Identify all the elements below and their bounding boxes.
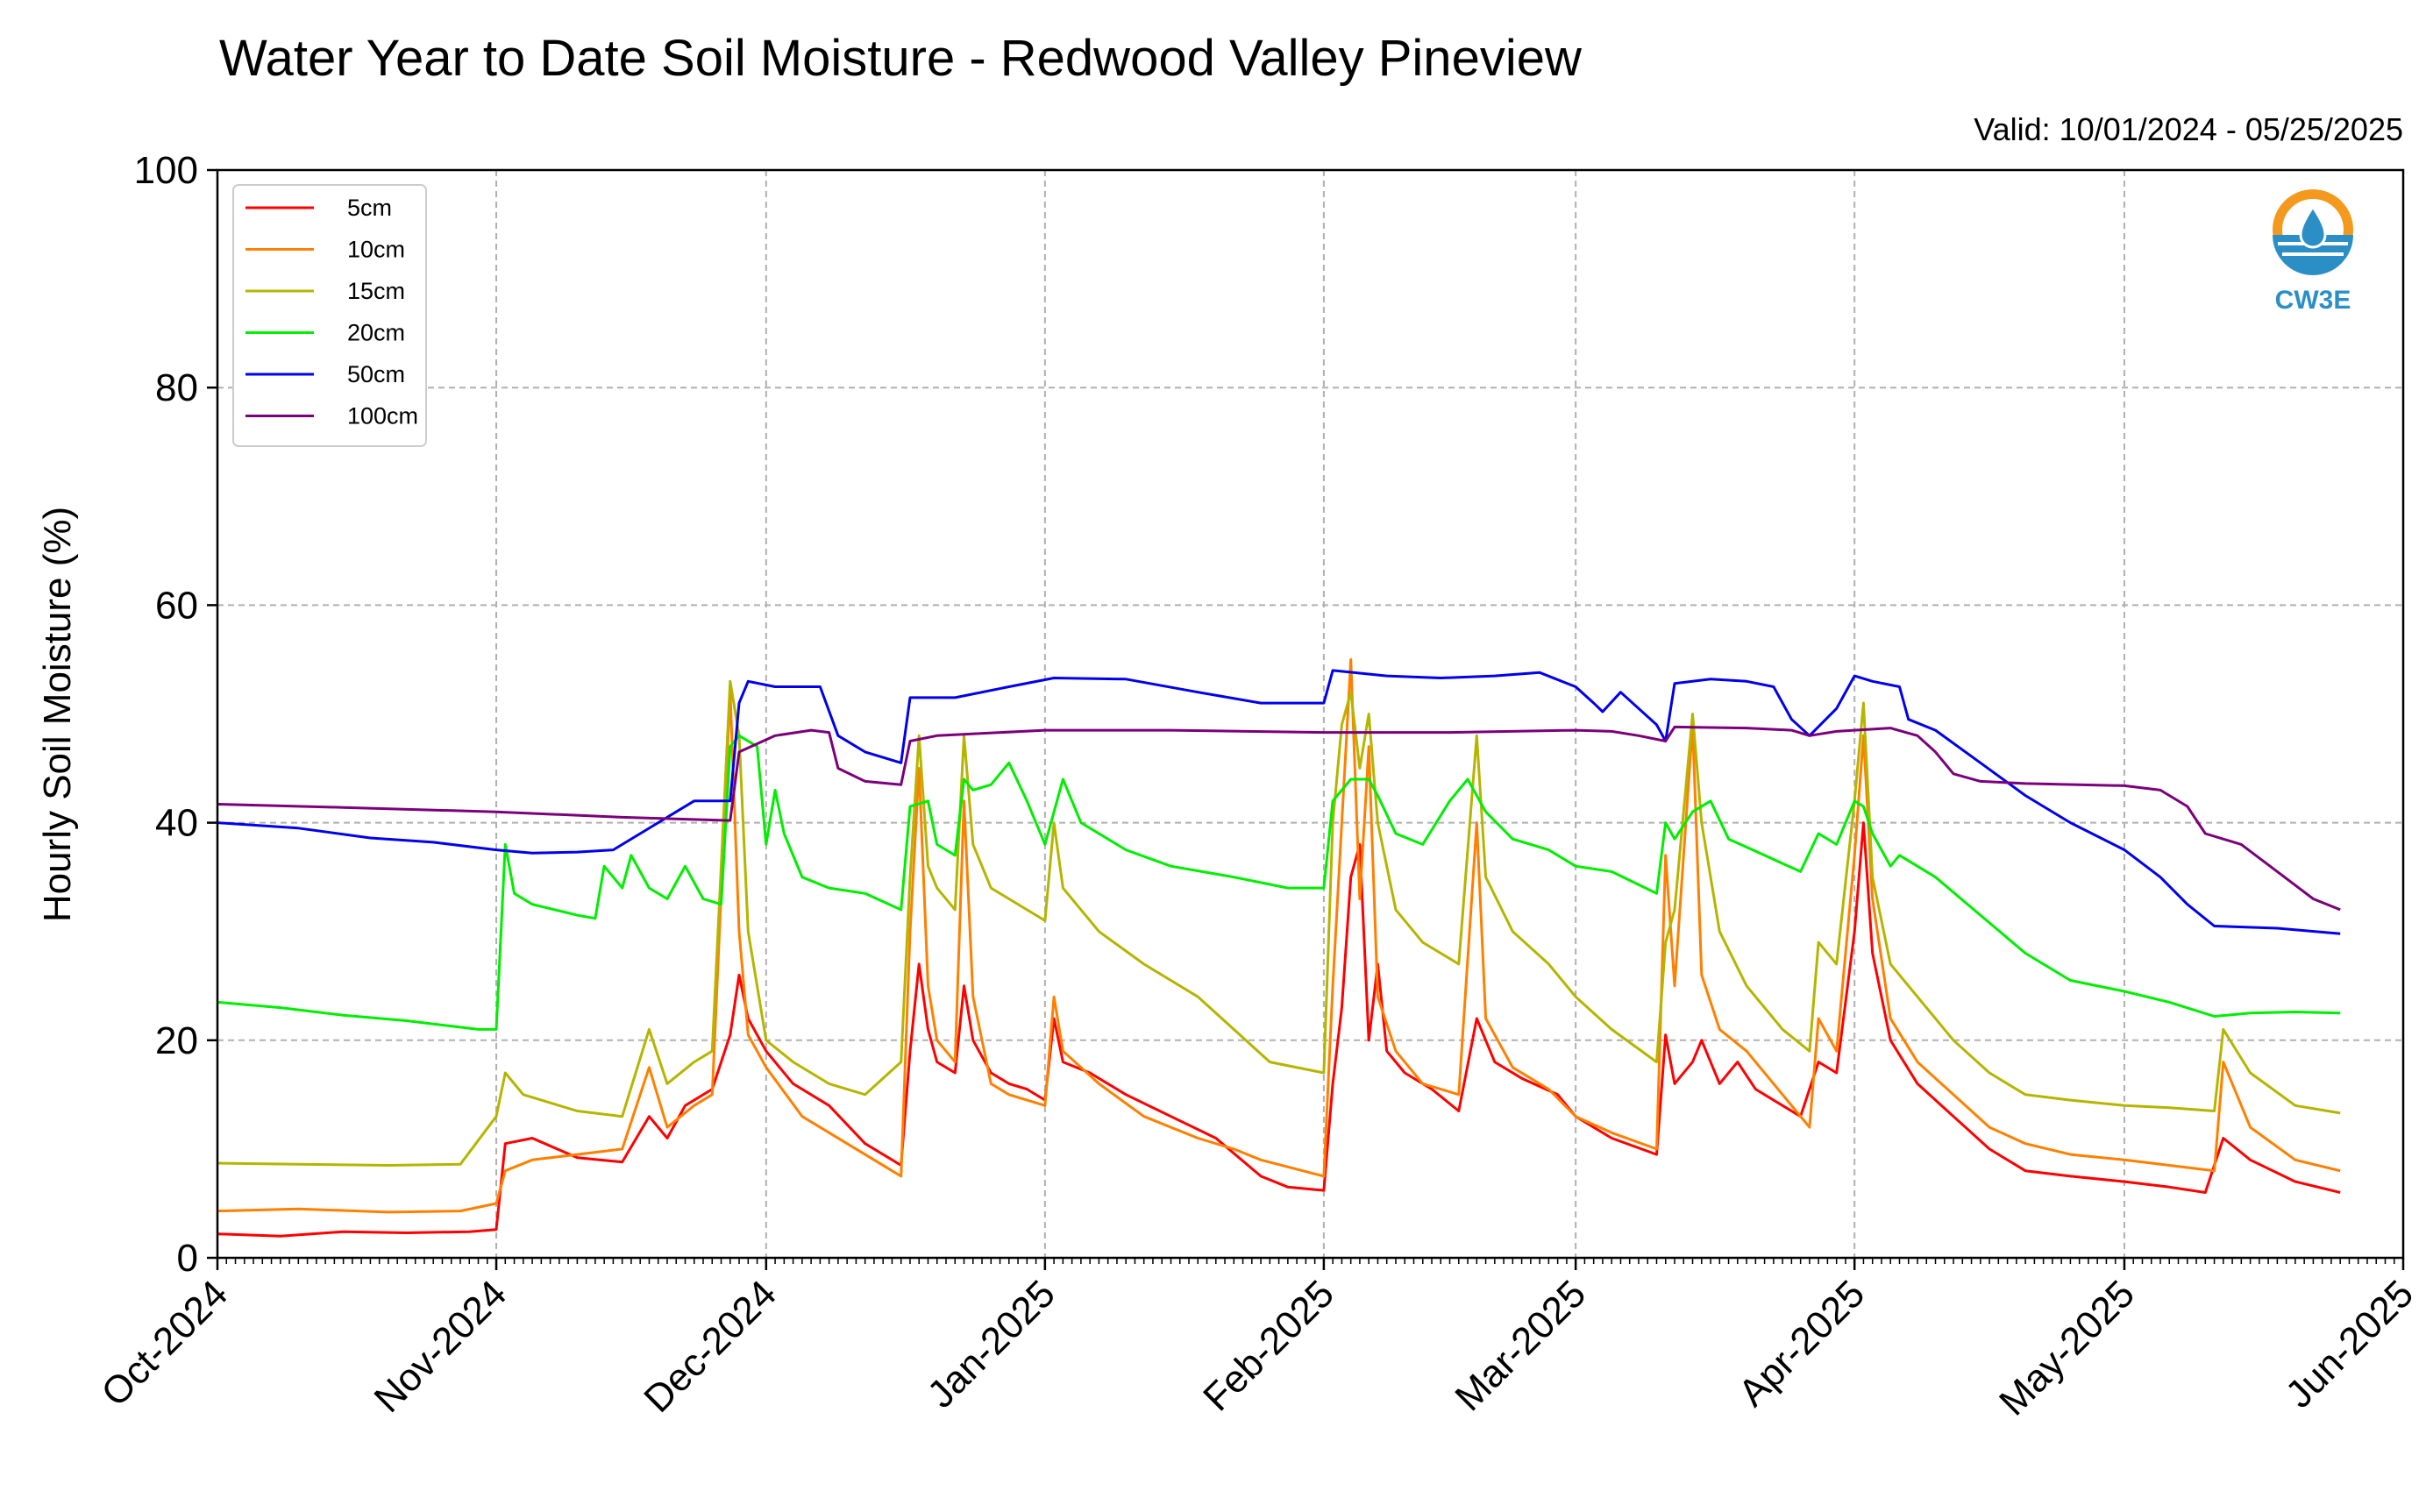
x-tick-label: Feb-2025 bbox=[1195, 1272, 1342, 1419]
y-axis-label: Hourly Soil Moisture (%) bbox=[36, 507, 79, 922]
x-tick-label: Mar-2025 bbox=[1447, 1272, 1594, 1419]
chart-title: Water Year to Date Soil Moisture - Redwo… bbox=[219, 30, 1583, 87]
series-line-5cm bbox=[217, 821, 2341, 1238]
y-tick-label: 40 bbox=[155, 802, 198, 845]
series-line-20cm bbox=[217, 734, 2341, 1031]
legend-label-5cm: 5cm bbox=[347, 195, 392, 221]
x-tick-label: Dec-2024 bbox=[636, 1272, 785, 1421]
y-tick-label: 60 bbox=[155, 584, 198, 627]
x-tick-label: Jan-2025 bbox=[920, 1272, 1064, 1416]
y-tick-label: 0 bbox=[177, 1237, 198, 1280]
grid bbox=[217, 170, 2403, 1258]
x-tick-label: Jun-2025 bbox=[2278, 1272, 2422, 1416]
plot-frame bbox=[216, 168, 2405, 1260]
x-tick-label: Oct-2024 bbox=[93, 1272, 236, 1415]
series-lines bbox=[217, 657, 2341, 1238]
legend-label-10cm: 10cm bbox=[347, 237, 405, 263]
y-tick-label: 80 bbox=[155, 366, 198, 409]
x-tick-label: Apr-2025 bbox=[1731, 1272, 1874, 1415]
cw3e-logo-text: CW3E bbox=[2275, 286, 2351, 315]
legend-label-15cm: 15cm bbox=[347, 278, 405, 304]
valid-date-range: Valid: 10/01/2024 - 05/25/2025 bbox=[1974, 111, 2403, 147]
series-line-15cm bbox=[217, 679, 2341, 1167]
legend-label-100cm: 100cm bbox=[347, 403, 418, 429]
cw3e-water-drop-logo-icon bbox=[2273, 189, 2353, 275]
series-line-10cm bbox=[217, 657, 2341, 1214]
legend-label-50cm: 50cm bbox=[347, 361, 405, 387]
cw3e-logo: CW3E bbox=[2273, 189, 2353, 315]
series-line-50cm bbox=[217, 669, 2341, 935]
y-tick-label: 20 bbox=[155, 1019, 198, 1062]
legend: 5cm 10cm 15cm 20cm 50cm 100cm bbox=[232, 184, 427, 447]
series-line-100cm bbox=[217, 725, 2341, 912]
legend-label-20cm: 20cm bbox=[347, 320, 405, 346]
y-tick-label: 100 bbox=[134, 149, 198, 192]
x-tick-label: May-2025 bbox=[1991, 1272, 2143, 1423]
x-tick-label: Nov-2024 bbox=[366, 1272, 516, 1421]
